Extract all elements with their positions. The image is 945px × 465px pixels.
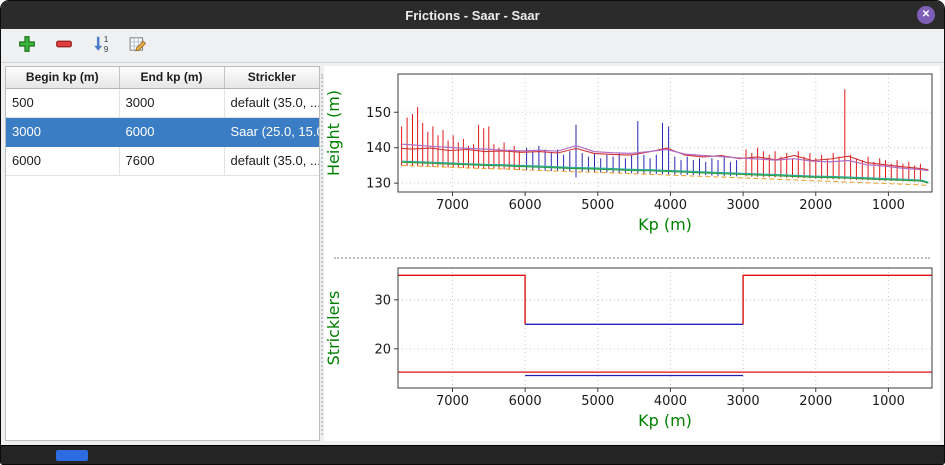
stricklers-chart: 7000 6000 5000 4000 3000 2000 1000 20 30 Kp (m) St… bbox=[324, 262, 942, 442]
col-header-begin-kp[interactable]: Begin kp (m) bbox=[6, 67, 120, 89]
svg-text:9: 9 bbox=[104, 45, 108, 53]
window-title: Frictions - Saar - Saar bbox=[405, 7, 540, 23]
plus-icon bbox=[18, 35, 36, 56]
frictions-table-body: 500 3000 default (35.0, ... 3000 6000 Saar (2… bbox=[6, 88, 319, 176]
height-profile-chart: 7000 6000 5000 4000 3000 2000 1000 130 140 150 Kp … bbox=[324, 66, 942, 254]
svg-text:2000: 2000 bbox=[799, 198, 832, 213]
svg-text:20: 20 bbox=[374, 342, 391, 357]
table-cell: 3000 bbox=[119, 88, 225, 118]
svg-text:4000: 4000 bbox=[654, 394, 687, 409]
table-row[interactable]: 6000 7600 default (35.0, ... bbox=[6, 146, 319, 176]
svg-text:140: 140 bbox=[366, 141, 391, 156]
edit-pencil-icon bbox=[129, 35, 147, 56]
close-button[interactable]: ✕ bbox=[917, 6, 935, 24]
svg-text:1: 1 bbox=[104, 35, 108, 44]
svg-text:5000: 5000 bbox=[581, 198, 614, 213]
svg-text:1000: 1000 bbox=[872, 394, 905, 409]
table-cell: default (35.0, ... bbox=[224, 88, 319, 118]
panel-splitter[interactable] bbox=[321, 74, 323, 435]
toolbar: 1 9 bbox=[1, 29, 944, 63]
svg-text:7000: 7000 bbox=[436, 198, 469, 213]
minus-icon bbox=[55, 35, 73, 56]
table-cell: 6000 bbox=[6, 146, 120, 176]
frictions-table-panel: Begin kp (m) End kp (m) Strickler 500 300… bbox=[5, 66, 320, 441]
table-cell: default (35.0, ... bbox=[224, 146, 319, 176]
table-cell: 6000 bbox=[119, 117, 225, 147]
svg-text:Height (m): Height (m) bbox=[324, 90, 343, 176]
table-cell: 3000 bbox=[6, 117, 120, 147]
add-friction-button[interactable] bbox=[13, 33, 41, 59]
svg-text:30: 30 bbox=[374, 293, 391, 308]
svg-text:130: 130 bbox=[366, 177, 391, 192]
table-cell: 500 bbox=[6, 88, 120, 118]
svg-text:4000: 4000 bbox=[654, 198, 687, 213]
remove-friction-button[interactable] bbox=[50, 33, 78, 59]
titlebar[interactable]: Frictions - Saar - Saar ✕ bbox=[1, 1, 944, 29]
charts-panel: 7000 6000 5000 4000 3000 2000 1000 130 140 150 Kp … bbox=[324, 66, 940, 441]
svg-text:6000: 6000 bbox=[509, 394, 542, 409]
svg-text:7000: 7000 bbox=[436, 394, 469, 409]
svg-text:1000: 1000 bbox=[872, 198, 905, 213]
svg-text:Kp (m): Kp (m) bbox=[638, 215, 692, 234]
svg-text:Kp (m): Kp (m) bbox=[638, 411, 692, 430]
table-cell: 7600 bbox=[119, 146, 225, 176]
main-area: Begin kp (m) End kp (m) Strickler 500 300… bbox=[1, 64, 944, 445]
table-row[interactable]: 3000 6000 Saar (25.0, 15.0) bbox=[6, 117, 319, 147]
bottom-bar bbox=[1, 445, 944, 464]
chart-splitter[interactable] bbox=[324, 254, 940, 262]
frictions-table: Begin kp (m) End kp (m) Strickler 500 300… bbox=[6, 67, 319, 176]
svg-text:Stricklers: Stricklers bbox=[324, 291, 343, 366]
svg-text:5000: 5000 bbox=[581, 394, 614, 409]
svg-text:3000: 3000 bbox=[727, 198, 760, 213]
svg-text:6000: 6000 bbox=[509, 198, 542, 213]
svg-text:150: 150 bbox=[366, 106, 391, 121]
table-cell: Saar (25.0, 15.0) bbox=[224, 117, 319, 147]
sort-1-9-icon: 1 9 bbox=[92, 35, 110, 56]
active-app-indicator[interactable] bbox=[56, 450, 88, 461]
close-icon: ✕ bbox=[921, 9, 931, 20]
sort-button[interactable]: 1 9 bbox=[87, 33, 115, 59]
table-header-row: Begin kp (m) End kp (m) Strickler bbox=[6, 67, 319, 89]
svg-text:2000: 2000 bbox=[799, 394, 832, 409]
col-header-strickler[interactable]: Strickler bbox=[224, 67, 319, 89]
table-row[interactable]: 500 3000 default (35.0, ... bbox=[6, 88, 319, 118]
svg-text:3000: 3000 bbox=[727, 394, 760, 409]
col-header-end-kp[interactable]: End kp (m) bbox=[119, 67, 225, 89]
edit-button[interactable] bbox=[124, 33, 152, 59]
